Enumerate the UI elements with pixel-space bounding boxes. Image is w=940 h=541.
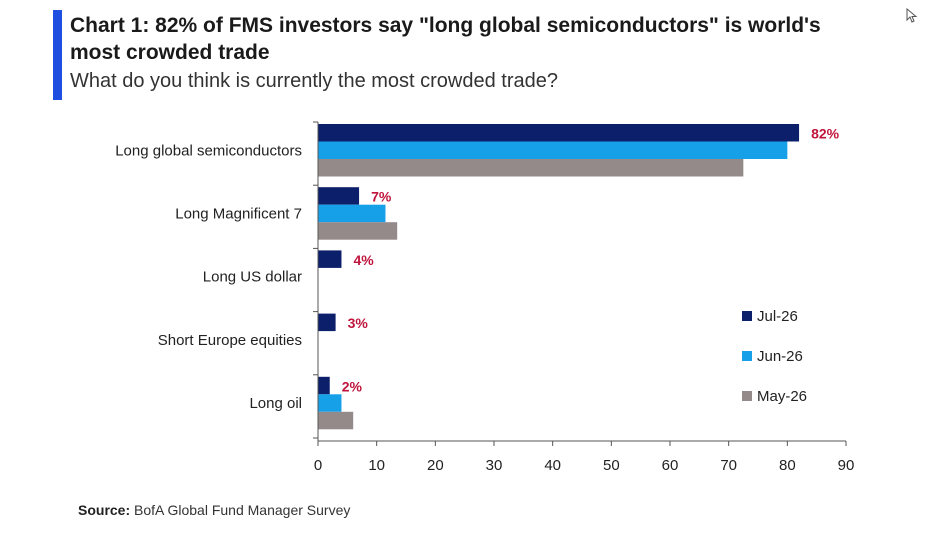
category-label: Long oil — [249, 395, 302, 412]
data-label: 82% — [811, 126, 840, 142]
chart-title: Chart 1: 82% of FMS investors say "long … — [70, 14, 821, 64]
category-label: Short Europe equities — [158, 332, 302, 349]
x-tick-label: 90 — [838, 457, 855, 474]
bar-jul-26-1 — [318, 187, 360, 205]
x-tick-label: 40 — [544, 457, 561, 474]
data-label: 4% — [353, 252, 374, 268]
x-tick-label: 20 — [427, 457, 444, 474]
category-label: Long global semiconductors — [115, 142, 302, 159]
bar-may-26-4 — [318, 411, 354, 430]
x-tick-label: 30 — [486, 457, 503, 474]
bar-may-26-0 — [318, 159, 744, 177]
bar-jul-26-2 — [318, 250, 342, 268]
data-label: 7% — [371, 189, 392, 205]
bar-jun-26-0 — [318, 141, 788, 159]
bar-may-26-1 — [318, 222, 398, 240]
legend-label: Jun-26 — [757, 348, 803, 365]
bar-jul-26-0 — [318, 124, 800, 142]
data-label: 3% — [348, 315, 369, 331]
x-tick-label: 80 — [779, 457, 796, 474]
x-tick-label: 0 — [314, 457, 322, 474]
source-text: BofA Global Fund Manager Survey — [134, 502, 351, 518]
x-tick-label: 60 — [662, 457, 679, 474]
cursor-icon — [906, 8, 918, 23]
data-label: 2% — [342, 378, 363, 394]
x-tick-label: 70 — [720, 457, 737, 474]
accent-bar — [53, 10, 62, 100]
bar-jun-26-4 — [318, 394, 342, 412]
legend-label: Jul-26 — [757, 308, 798, 325]
source-label: Source: — [78, 502, 131, 518]
category-label: Long Magnificent 7 — [175, 205, 302, 222]
x-tick-label: 50 — [603, 457, 620, 474]
chart-subtitle: What do you think is currently the most … — [70, 70, 559, 92]
source-note: Source: BofA Global Fund Manager Survey — [78, 502, 350, 518]
bar-jun-26-1 — [318, 204, 386, 223]
legend-swatch-may-26 — [742, 391, 752, 401]
category-label: Long US dollar — [203, 269, 302, 286]
bar-jul-26-3 — [318, 313, 336, 332]
legend-swatch-jun-26 — [742, 351, 752, 361]
bar-jul-26-4 — [318, 376, 330, 395]
legend-label: May-26 — [757, 388, 807, 405]
x-tick-label: 10 — [368, 457, 385, 474]
legend-swatch-jul-26 — [742, 311, 752, 321]
